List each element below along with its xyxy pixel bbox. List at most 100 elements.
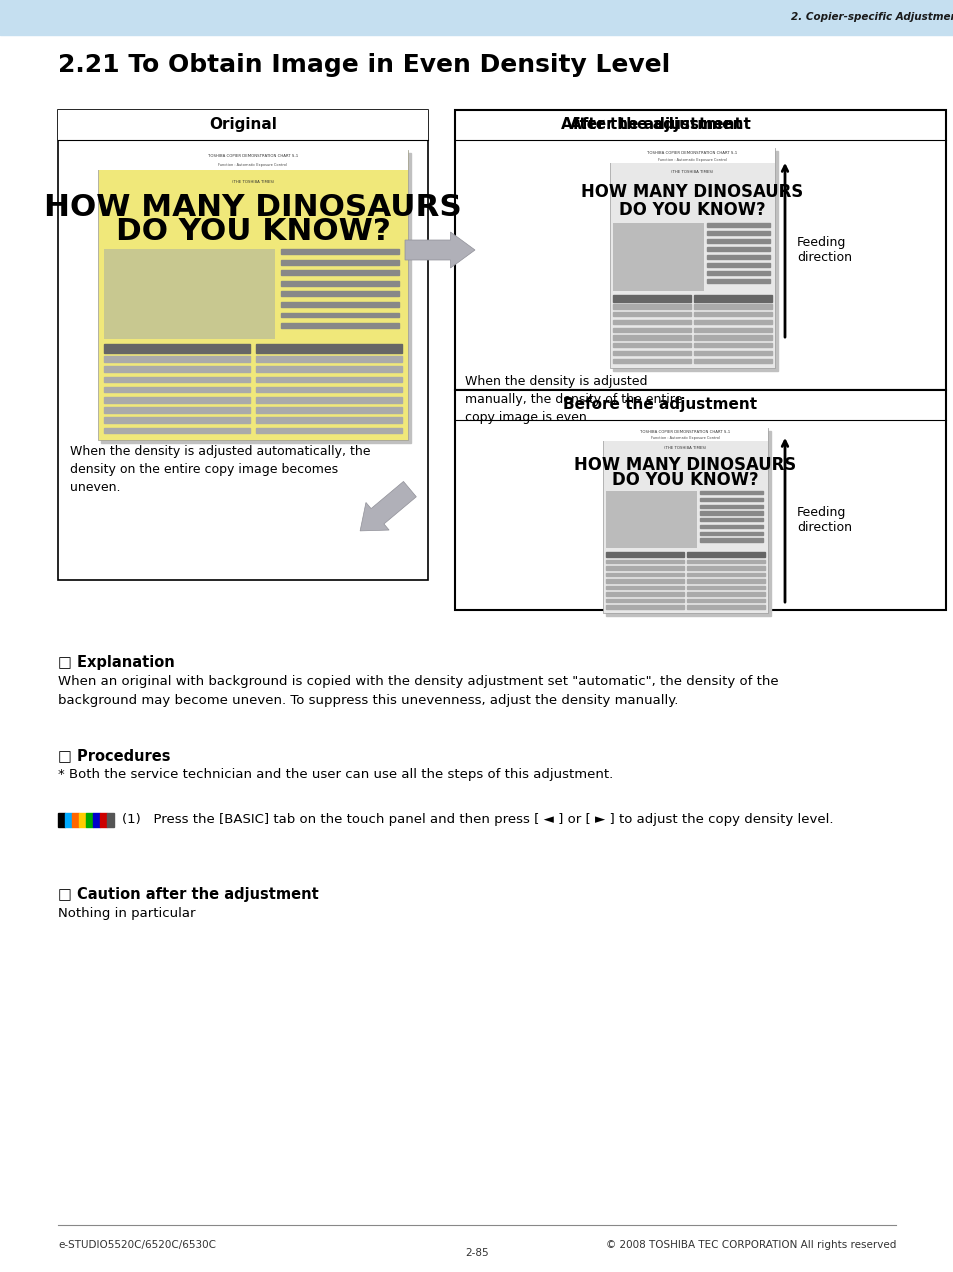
Bar	[98, 150, 408, 440]
Text: (THE TOSHIBA TIMES): (THE TOSHIBA TIMES)	[663, 446, 706, 450]
Text: (THE TOSHIBA TIMES): (THE TOSHIBA TIMES)	[232, 179, 274, 184]
Bar	[706, 239, 769, 243]
Text: Feeding
direction: Feeding direction	[796, 506, 851, 534]
Bar	[100, 813, 107, 827]
Bar	[255, 387, 401, 393]
Bar	[694, 351, 771, 355]
Bar	[686, 585, 764, 589]
Text: Function : Automatic Exposure Control: Function : Automatic Exposure Control	[650, 436, 720, 440]
Bar	[613, 359, 690, 363]
Bar	[104, 407, 250, 413]
Bar	[700, 497, 762, 501]
Bar	[613, 343, 690, 347]
Text: * Both the service technician and the user can use all the steps of this adjustm: * Both the service technician and the us…	[58, 768, 613, 781]
Bar	[686, 572, 764, 576]
Bar	[706, 247, 769, 251]
Bar	[104, 377, 250, 382]
Text: After the adjustment: After the adjustment	[560, 117, 741, 132]
Bar	[613, 295, 690, 301]
Bar	[606, 566, 683, 570]
Text: 2. Copier-specific Adjustments: 2. Copier-specific Adjustments	[790, 13, 953, 23]
Text: DO YOU KNOW?: DO YOU KNOW?	[618, 201, 765, 219]
Bar	[613, 304, 690, 309]
Bar	[58, 109, 428, 580]
Bar	[613, 151, 778, 371]
Text: Original: Original	[209, 117, 276, 132]
Bar	[104, 345, 250, 352]
Bar	[65, 813, 71, 827]
Text: 2.21 To Obtain Image in Even Density Level: 2.21 To Obtain Image in Even Density Lev…	[58, 53, 670, 78]
Text: (1)   Press the [BASIC] tab on the touch panel and then press [ ◄ ] or [ ► ] to : (1) Press the [BASIC] tab on the touch p…	[122, 814, 833, 827]
Bar	[58, 109, 428, 140]
Bar	[609, 148, 774, 368]
Bar	[605, 431, 770, 616]
Text: DO YOU KNOW?: DO YOU KNOW?	[115, 216, 390, 245]
Bar	[0, 0, 953, 36]
Bar	[104, 387, 250, 393]
Bar	[104, 366, 250, 371]
Text: TOSHIBA COPIER DEMONSTRATION CHART S-1: TOSHIBA COPIER DEMONSTRATION CHART S-1	[647, 150, 737, 155]
Bar	[98, 150, 408, 170]
Text: TOSHIBA COPIER DEMONSTRATION CHART S-1: TOSHIBA COPIER DEMONSTRATION CHART S-1	[208, 154, 297, 158]
Bar	[455, 391, 945, 611]
Bar	[686, 593, 764, 595]
Text: DO YOU KNOW?: DO YOU KNOW?	[612, 471, 758, 488]
Text: HOW MANY DINOSAURS: HOW MANY DINOSAURS	[44, 193, 461, 223]
Bar	[606, 572, 683, 576]
Bar	[694, 328, 771, 332]
Bar	[700, 511, 762, 515]
Bar	[606, 585, 683, 589]
Text: (THE TOSHIBA TIMES): (THE TOSHIBA TIMES)	[671, 170, 713, 174]
Text: □ Caution after the adjustment: □ Caution after the adjustment	[58, 887, 318, 902]
Bar	[686, 566, 764, 570]
Bar	[606, 560, 683, 563]
Bar	[280, 323, 398, 328]
Bar	[255, 366, 401, 371]
Bar	[694, 321, 771, 324]
Bar	[455, 109, 945, 391]
Bar	[104, 248, 274, 338]
Bar	[255, 417, 401, 424]
Polygon shape	[405, 232, 475, 268]
Text: Function : Automatic Exposure Control: Function : Automatic Exposure Control	[218, 163, 287, 167]
Bar	[71, 813, 79, 827]
Bar	[613, 336, 690, 340]
Text: e-STUDIO5520C/6520C/6530C: e-STUDIO5520C/6520C/6530C	[58, 1240, 215, 1250]
Bar	[255, 427, 401, 434]
Bar	[602, 427, 767, 613]
Bar	[706, 271, 769, 275]
Bar	[104, 427, 250, 434]
Text: Feeding
direction: Feeding direction	[796, 237, 851, 265]
Text: □ Explanation: □ Explanation	[58, 655, 174, 670]
Bar	[606, 552, 683, 557]
Bar	[92, 813, 100, 827]
Text: When the density is adjusted
manually, the density of the entire
copy image is e: When the density is adjusted manually, t…	[464, 375, 681, 424]
Bar	[700, 505, 762, 508]
Bar	[280, 313, 398, 318]
Bar	[255, 407, 401, 413]
Bar	[280, 249, 398, 254]
Bar	[280, 301, 398, 307]
Bar	[686, 579, 764, 583]
Bar	[101, 153, 411, 443]
Bar	[255, 356, 401, 361]
Text: HOW MANY DINOSAURS: HOW MANY DINOSAURS	[574, 455, 796, 474]
Text: Nothing in particular: Nothing in particular	[58, 907, 195, 920]
Bar	[613, 312, 690, 317]
Bar	[686, 552, 764, 557]
Bar	[58, 813, 65, 827]
Bar	[104, 356, 250, 361]
Bar	[686, 599, 764, 602]
Bar	[694, 295, 771, 301]
Text: After the adjustment: After the adjustment	[570, 117, 750, 132]
Bar	[602, 427, 767, 441]
Bar	[694, 343, 771, 347]
Text: © 2008 TOSHIBA TEC CORPORATION All rights reserved: © 2008 TOSHIBA TEC CORPORATION All right…	[605, 1240, 895, 1250]
Text: When an original with background is copied with the density adjustment set "auto: When an original with background is copi…	[58, 675, 778, 707]
Bar	[706, 263, 769, 267]
Bar	[107, 813, 113, 827]
Bar	[686, 560, 764, 563]
Bar	[613, 223, 703, 291]
Bar	[255, 345, 401, 352]
Bar	[606, 491, 697, 548]
